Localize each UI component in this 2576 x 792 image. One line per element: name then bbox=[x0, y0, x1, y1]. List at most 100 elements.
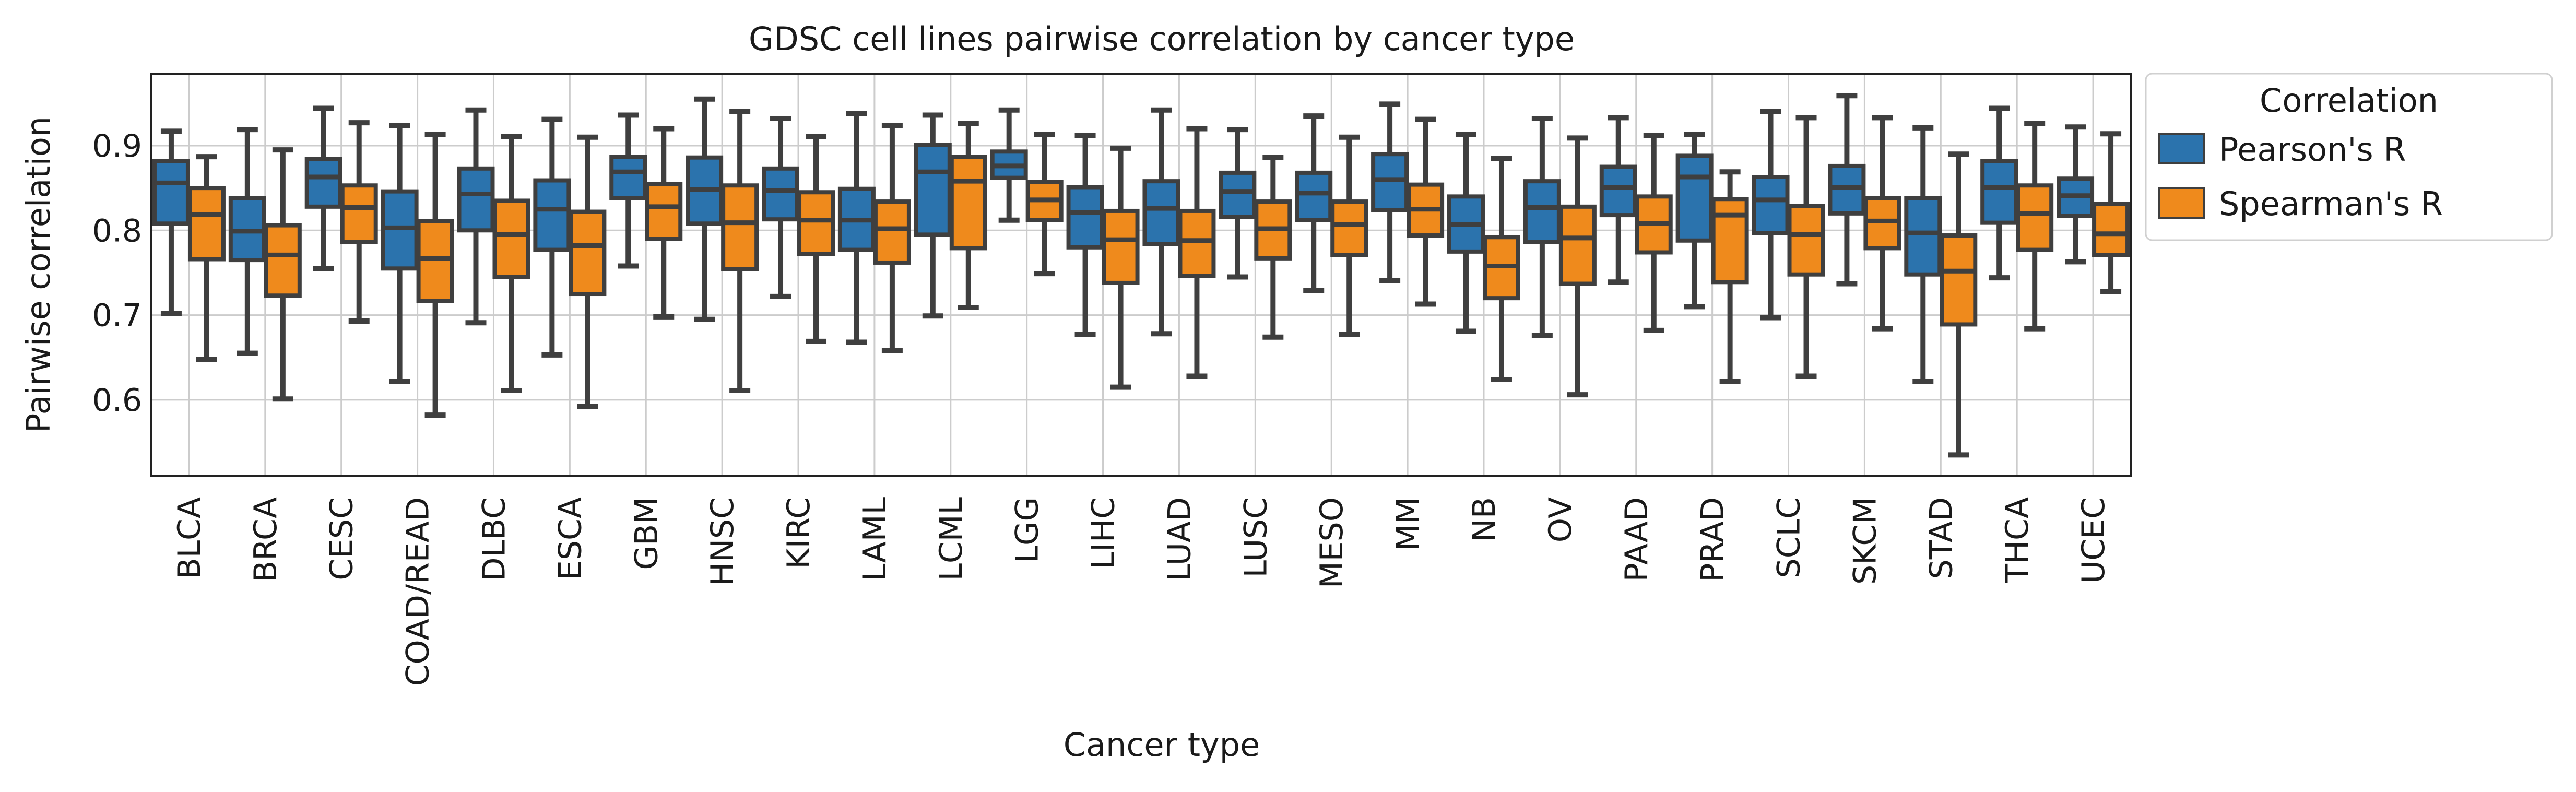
iqr-box bbox=[609, 155, 647, 200]
x-tick-label-sclc: SCLC bbox=[1771, 497, 1807, 578]
iqr-box bbox=[645, 182, 683, 241]
box-spearman-s-r-luad bbox=[1178, 126, 1216, 379]
iqr-box bbox=[492, 198, 530, 279]
box-spearman-s-r-dlbc bbox=[492, 134, 530, 394]
box-pearson-s-r-laml bbox=[837, 111, 876, 345]
x-tick-label-ucec: UCEC bbox=[2075, 497, 2112, 584]
box-pearson-s-r-cesc bbox=[304, 105, 342, 271]
iqr-box bbox=[457, 166, 495, 233]
iqr-box bbox=[762, 166, 800, 222]
box-pearson-s-r-mm bbox=[1371, 101, 1409, 283]
iqr-box bbox=[152, 159, 190, 226]
box-pearson-s-r-luad bbox=[1142, 107, 1180, 337]
iqr-box bbox=[416, 219, 454, 303]
box-pearson-s-r-thca bbox=[1980, 105, 2018, 281]
x-tick-label-dlbc: DLBC bbox=[476, 497, 512, 582]
iqr-box bbox=[1066, 185, 1104, 250]
legend-title: Correlation bbox=[2260, 81, 2438, 120]
iqr-box bbox=[533, 178, 571, 252]
iqr-box bbox=[1787, 204, 1825, 277]
x-tick-label-lihc: LIHC bbox=[1085, 497, 1122, 569]
box-pearson-s-r-coad-read bbox=[381, 123, 419, 384]
x-tick-label-stad: STAD bbox=[1923, 497, 1959, 579]
iqr-box bbox=[1675, 153, 1714, 243]
x-tick-label-coad-read: COAD/READ bbox=[400, 497, 436, 686]
box-spearman-s-r-sclc bbox=[1787, 115, 1825, 379]
x-tick-label-esca: ESCA bbox=[552, 497, 588, 580]
iqr-box bbox=[1599, 164, 1637, 218]
legend: Correlation Pearson's R Spearman's R bbox=[2145, 73, 2553, 241]
iqr-box bbox=[949, 155, 987, 251]
y-tick-label: 0.9 bbox=[92, 128, 142, 164]
x-tick-label-nb: NB bbox=[1466, 497, 1503, 542]
box-spearman-s-r-lusc bbox=[1254, 155, 1292, 340]
box-spearman-s-r-prad bbox=[1711, 169, 1749, 384]
y-tick-labels: 0.6 0.7 0.8 0.9 bbox=[92, 128, 142, 419]
legend-label-spearman: Spearman's R bbox=[2219, 185, 2443, 223]
legend-swatch-pearson bbox=[2158, 133, 2205, 164]
iqr-box bbox=[1330, 199, 1368, 257]
x-tick-label-lusc: LUSC bbox=[1237, 497, 1274, 577]
box-pearson-s-r-meso bbox=[1295, 113, 1333, 293]
iqr-box bbox=[264, 223, 302, 298]
box-spearman-s-r-cesc bbox=[340, 120, 378, 324]
x-tick-label-lgg: LGG bbox=[1009, 497, 1046, 563]
box-pearson-s-r-hnsc bbox=[686, 96, 724, 322]
box-pearson-s-r-lcml bbox=[914, 112, 952, 319]
x-tick-label-prad: PRAD bbox=[1695, 497, 1731, 582]
x-tick-label-thca: THCA bbox=[1999, 497, 2036, 584]
legend-label-pearson: Pearson's R bbox=[2219, 131, 2406, 169]
iqr-box bbox=[1102, 208, 1140, 285]
box-spearman-s-r-thca bbox=[2016, 121, 2054, 332]
y-axis-label: Pairwise correlation bbox=[19, 116, 57, 433]
iqr-box bbox=[1558, 204, 1597, 286]
y-tick-label: 0.8 bbox=[92, 212, 142, 249]
x-tick-label-blca: BLCA bbox=[171, 497, 208, 580]
box-pearson-s-r-brca bbox=[228, 127, 266, 356]
x-tick-labels: BLCA BRCA CESC COAD/READ DLBC ESCA GBM HNSC KIRC… bbox=[171, 497, 2112, 686]
iqr-box bbox=[1219, 170, 1257, 219]
box-layer bbox=[152, 93, 2130, 458]
x-tick-label-gbm: GBM bbox=[628, 497, 665, 570]
x-tick-label-paad: PAAD bbox=[1618, 497, 1655, 582]
iqr-box bbox=[1904, 196, 1942, 277]
box-pearson-s-r-kirc bbox=[762, 116, 800, 299]
iqr-box bbox=[1828, 163, 1866, 216]
box-pearson-s-r-blca bbox=[152, 128, 190, 316]
x-tick-label-mm: MM bbox=[1390, 497, 1426, 551]
box-spearman-s-r-brca bbox=[264, 147, 302, 402]
box-spearman-s-r-nb bbox=[1482, 156, 1520, 382]
box-pearson-s-r-dlbc bbox=[457, 107, 495, 326]
x-tick-label-luad: LUAD bbox=[1161, 497, 1198, 582]
iqr-box bbox=[1711, 197, 1749, 285]
x-tick-label-skcm: SKCM bbox=[1847, 497, 1883, 585]
box-spearman-s-r-blca bbox=[187, 154, 226, 362]
x-tick-label-ov: OV bbox=[1542, 497, 1579, 542]
box-pearson-s-r-esca bbox=[533, 116, 571, 358]
iqr-box bbox=[1752, 175, 1790, 235]
box-pearson-s-r-gbm bbox=[609, 112, 647, 269]
box-pearson-s-r-ov bbox=[1523, 116, 1561, 338]
y-tick-label: 0.6 bbox=[92, 382, 142, 419]
iqr-box bbox=[187, 186, 226, 262]
box-pearson-s-r-nb bbox=[1447, 132, 1485, 334]
x-tick-label-laml: LAML bbox=[857, 497, 893, 581]
x-tick-label-cesc: CESC bbox=[324, 497, 360, 581]
iqr-box bbox=[340, 183, 378, 245]
box-pearson-s-r-ucec bbox=[2057, 124, 2095, 265]
iqr-box bbox=[569, 209, 607, 297]
x-tick-label-brca: BRCA bbox=[247, 497, 284, 582]
y-tick-label: 0.7 bbox=[92, 298, 142, 334]
box-spearman-s-r-lgg bbox=[1025, 132, 1064, 277]
box-spearman-s-r-lihc bbox=[1102, 145, 1140, 390]
iqr-box bbox=[2016, 183, 2054, 252]
plot-frame bbox=[150, 73, 2132, 477]
x-tick-label-lcml: LCML bbox=[933, 497, 970, 581]
box-spearman-s-r-coad-read bbox=[416, 132, 454, 418]
box-spearman-s-r-hnsc bbox=[721, 109, 759, 394]
iqr-box bbox=[1980, 159, 2018, 225]
box-pearson-s-r-sclc bbox=[1752, 109, 1790, 321]
box-spearman-s-r-kirc bbox=[797, 134, 835, 344]
box-pearson-s-r-stad bbox=[1904, 125, 1942, 384]
box-spearman-s-r-stad bbox=[1940, 151, 1978, 458]
